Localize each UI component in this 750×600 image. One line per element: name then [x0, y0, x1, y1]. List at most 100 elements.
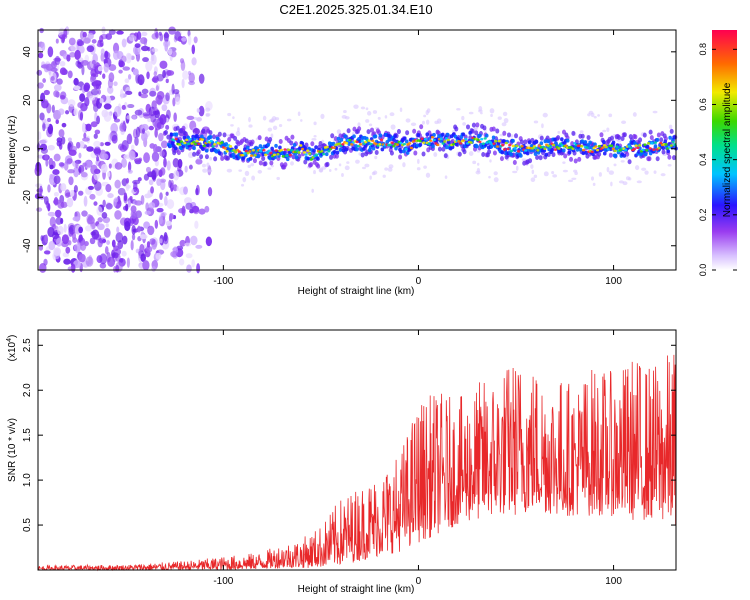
band-core — [583, 140, 588, 145]
noise-speckle — [334, 167, 338, 171]
noise-blob — [112, 42, 120, 54]
band-halo — [474, 130, 479, 136]
noise-speckle — [502, 111, 508, 117]
noise-blob — [79, 93, 86, 102]
band-core — [672, 135, 676, 140]
noise-blob — [191, 57, 197, 66]
noise-speckle — [389, 112, 395, 117]
noise-speckle — [644, 170, 649, 175]
noise-speckle — [489, 159, 492, 163]
band-peak — [265, 151, 270, 154]
band-peak — [237, 150, 241, 153]
noise-blob — [47, 184, 51, 193]
band-halo — [610, 135, 615, 141]
noise-speckle — [205, 113, 210, 117]
band-core — [343, 134, 348, 139]
noise-speckle — [632, 112, 637, 117]
noise-blob — [93, 233, 102, 241]
band-halo — [163, 130, 168, 136]
band-peak — [299, 144, 303, 147]
noise-speckle — [444, 175, 448, 179]
noise-speckle — [653, 170, 657, 174]
noise-speckle — [602, 129, 607, 133]
noise-blob — [190, 235, 198, 246]
noise-blob — [103, 227, 111, 238]
noise-blob — [146, 241, 151, 248]
band-peak — [513, 147, 517, 150]
band-peak — [653, 141, 658, 144]
band-core — [602, 151, 607, 156]
noise-blob — [53, 57, 62, 62]
noise-blob — [102, 73, 106, 79]
band-halo — [304, 142, 309, 148]
band-core — [441, 132, 445, 137]
band-peak — [530, 146, 535, 150]
noise-speckle — [472, 160, 477, 165]
band-halo — [226, 155, 231, 161]
noise-speckle — [436, 118, 442, 124]
noise-blob — [48, 240, 56, 251]
noise-speckle — [242, 176, 247, 183]
noise-blob — [47, 117, 51, 123]
noise-blob — [141, 31, 148, 37]
band-peak — [193, 142, 198, 146]
chart-title: C2E1.2025.325.01.34.E10 — [279, 2, 432, 17]
noise-blob — [127, 200, 131, 208]
noise-speckle — [660, 173, 666, 177]
noise-blob — [151, 266, 157, 272]
noise-blob — [108, 163, 112, 169]
noise-speckle — [606, 167, 610, 173]
band-peak — [183, 141, 187, 145]
band-halo — [627, 159, 632, 165]
noise-blob — [196, 117, 202, 122]
band-peak — [197, 142, 201, 146]
noise-speckle — [374, 155, 378, 160]
noise-speckle — [290, 161, 294, 166]
band-halo — [538, 155, 543, 161]
band-halo — [325, 161, 330, 167]
noise-blob — [163, 32, 170, 39]
noise-blob — [86, 45, 95, 53]
noise-blob — [151, 77, 158, 83]
noise-blob — [113, 81, 118, 87]
band-peak — [250, 154, 254, 157]
band-peak — [469, 141, 473, 144]
noise-blob — [158, 169, 163, 178]
band-core — [294, 155, 299, 160]
noise-blob — [118, 60, 125, 68]
noise-blob — [198, 208, 206, 215]
band-peak — [211, 145, 215, 148]
band-peak — [327, 149, 331, 153]
noise-blob — [73, 77, 79, 86]
noise-speckle — [313, 121, 317, 126]
bottom-x-axis-label: Height of straight line (km) — [298, 584, 415, 595]
noise-blob — [53, 197, 59, 206]
band-peak — [652, 148, 656, 152]
band-core — [324, 152, 329, 157]
noise-speckle — [634, 165, 640, 171]
noise-blob — [112, 50, 120, 61]
band-halo — [523, 139, 528, 145]
band-halo — [252, 158, 257, 164]
band-peak — [606, 148, 610, 151]
top-y-tick-label: 20 — [22, 94, 33, 106]
band-halo — [204, 154, 209, 160]
band-peak — [480, 137, 484, 141]
band-peak — [388, 143, 392, 147]
band-peak — [297, 151, 301, 154]
band-peak — [541, 145, 545, 149]
band-core — [478, 133, 482, 138]
band-peak — [358, 143, 363, 146]
noise-blob — [153, 71, 158, 77]
noise-speckle — [341, 172, 344, 178]
noise-blob — [63, 161, 69, 171]
noise-blob — [139, 79, 143, 86]
noise-speckle — [425, 119, 430, 125]
noise-speckle — [533, 120, 539, 124]
noise-blob — [38, 244, 44, 251]
noise-blob — [45, 122, 50, 128]
noise-blob — [55, 119, 59, 124]
noise-blob — [123, 195, 128, 204]
noise-speckle — [320, 113, 325, 119]
noise-blob — [128, 34, 137, 42]
